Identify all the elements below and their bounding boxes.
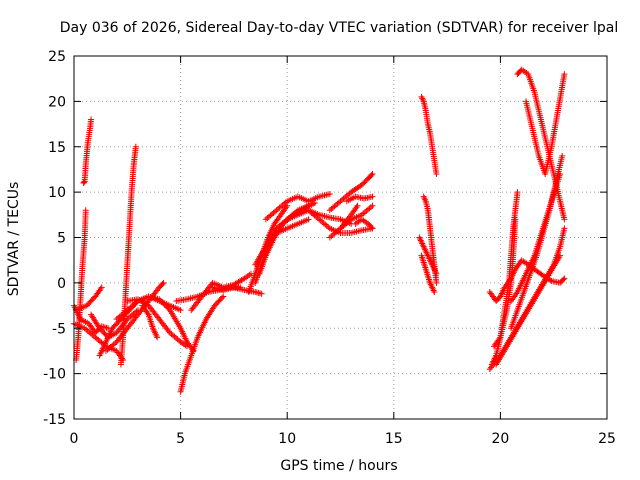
series-arc-22	[262, 190, 333, 223]
data-marker	[433, 279, 440, 286]
series-arc-32	[416, 234, 440, 277]
series-arc-16	[188, 270, 254, 314]
y-axis-label: SDTVAR / TECUs	[6, 182, 22, 297]
data-marker	[369, 202, 376, 209]
series-arc-11	[139, 302, 161, 341]
data-marker	[160, 279, 167, 286]
data-marker	[311, 200, 318, 207]
series-arc-9	[102, 279, 167, 354]
data-markers	[71, 66, 568, 395]
data-marker	[433, 170, 440, 177]
series-arc-4	[73, 284, 105, 314]
series-arc-42	[522, 71, 568, 177]
x-tick-label: 5	[176, 431, 185, 447]
data-marker	[514, 189, 521, 196]
data-marker	[368, 224, 375, 231]
series-arc-2	[80, 116, 95, 187]
series-arc-14	[177, 293, 227, 395]
series-arc-40	[508, 170, 564, 305]
data-marker	[561, 71, 568, 78]
data-marker	[561, 216, 568, 223]
data-marker	[361, 179, 368, 186]
data-marker	[559, 152, 566, 159]
data-marker	[81, 179, 88, 186]
data-marker	[132, 143, 139, 150]
data-marker	[165, 305, 172, 312]
series-arc-8	[117, 143, 139, 368]
data-marker	[512, 216, 519, 223]
chart-title: Day 036 of 2026, Sidereal Day-to-day VTE…	[60, 20, 618, 36]
y-tick-label: 20	[48, 94, 66, 110]
x-axis-label: GPS time / hours	[280, 458, 397, 474]
data-marker	[433, 270, 440, 277]
series-arc-13	[124, 296, 190, 350]
data-marker	[358, 181, 365, 188]
x-tick-label: 10	[278, 431, 296, 447]
data-marker	[162, 303, 169, 310]
series-arc-33	[418, 252, 438, 295]
data-marker	[561, 225, 568, 232]
x-tick-label: 20	[491, 431, 509, 447]
data-marker	[158, 298, 165, 305]
y-tick-label: -10	[43, 367, 66, 383]
data-marker	[354, 202, 361, 209]
data-marker	[305, 216, 312, 223]
series-arc-29	[352, 216, 376, 232]
y-tick-label: 10	[48, 185, 66, 201]
data-marker	[183, 343, 190, 350]
data-marker	[93, 328, 100, 335]
x-tick-label: 15	[385, 431, 403, 447]
series-arc-30	[418, 93, 440, 177]
data-marker	[326, 190, 333, 197]
data-marker	[431, 288, 438, 295]
data-marker	[82, 207, 89, 214]
data-marker	[557, 170, 564, 177]
data-marker	[154, 334, 161, 341]
data-marker	[157, 297, 164, 304]
data-marker	[164, 304, 171, 311]
data-marker	[557, 252, 564, 259]
series-arc-38	[493, 252, 564, 368]
series-arc-21	[252, 216, 312, 268]
data-marker	[362, 178, 369, 185]
data-marker	[156, 296, 163, 303]
data-marker	[177, 307, 184, 314]
series-arc-27	[343, 193, 376, 205]
data-marker	[369, 170, 376, 177]
data-marker	[161, 301, 168, 308]
axis-ticks: 0 5 10 15 20 25 -15 -10 -5 0 5 10 15 20 25	[43, 49, 616, 447]
x-tick-label: 0	[70, 431, 79, 447]
data-marker	[368, 172, 375, 179]
data-marker	[88, 116, 95, 123]
y-tick-label: -5	[52, 321, 66, 337]
data-marker	[360, 180, 367, 187]
series-arc-36	[491, 216, 519, 350]
x-tick-label: 25	[598, 431, 616, 447]
data-marker	[98, 284, 105, 291]
data-marker	[219, 294, 226, 301]
data-marker	[560, 276, 567, 283]
data-marker	[369, 225, 376, 232]
series-arc-25	[326, 170, 376, 214]
y-tick-label: 25	[48, 49, 66, 65]
data-marker	[159, 281, 166, 288]
series-arc-28	[326, 202, 361, 241]
data-marker	[258, 290, 265, 297]
y-tick-label: 0	[57, 276, 66, 292]
data-marker	[561, 275, 568, 282]
y-tick-label: 15	[48, 140, 66, 156]
series-arc-17	[209, 284, 265, 297]
series-arc-1	[73, 207, 89, 364]
data-marker	[160, 300, 167, 307]
y-tick-label: -15	[43, 412, 66, 428]
data-marker	[220, 293, 227, 300]
y-tick-label: 5	[57, 231, 66, 247]
data-marker	[369, 193, 376, 200]
